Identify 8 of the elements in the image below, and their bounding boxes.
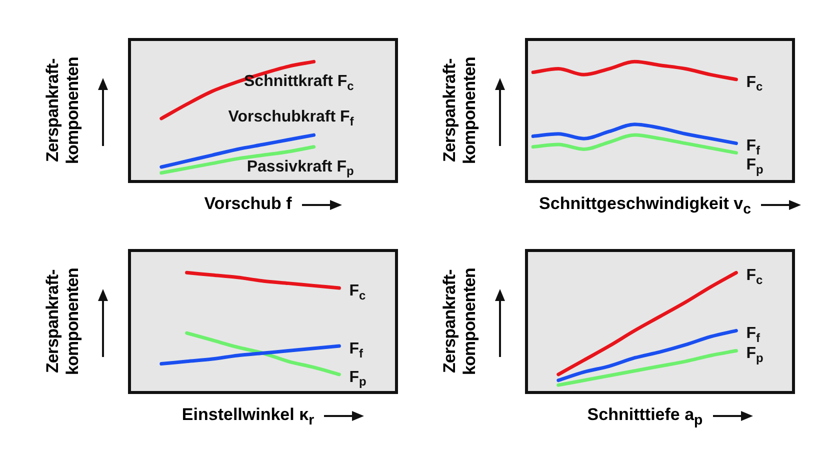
y-axis-title: Zerspankraft- komponenten	[440, 268, 480, 376]
x-axis-title: Einstellwinkel κ$_{r}$	[182, 405, 314, 428]
y-axis-title: Zerspankraft- komponenten	[440, 56, 480, 164]
x-axis-title: Vorschub f	[204, 194, 292, 213]
y-axis-title: Zerspankraft- komponenten	[43, 268, 83, 376]
x-axis-title: Schnittgeschwindigkeit v$_{c}$	[539, 194, 751, 218]
x-axis-title: Schnitttiefe a$_{p}$	[587, 405, 703, 428]
y-axis-title: Zerspankraft- komponenten	[43, 56, 83, 164]
